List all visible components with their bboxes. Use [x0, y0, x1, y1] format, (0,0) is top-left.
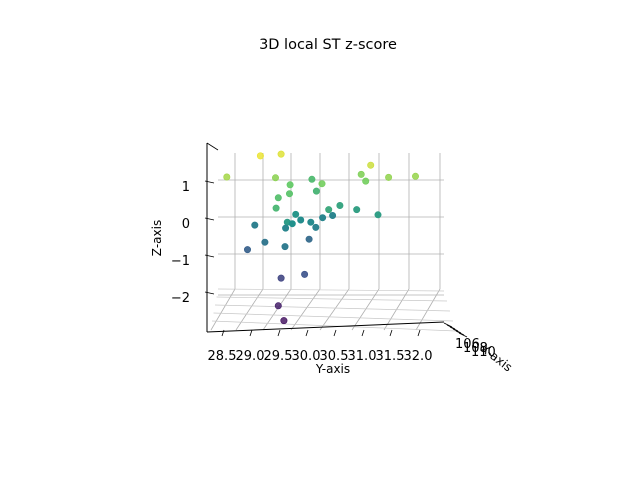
data-point — [280, 317, 288, 325]
data-point — [362, 177, 370, 185]
x-tick-mark — [452, 328, 462, 334]
y-tick-label: 29.5 — [264, 349, 293, 364]
y-tick-mark — [305, 329, 309, 337]
data-point — [301, 270, 309, 278]
z-tick-label: −1 — [171, 254, 190, 269]
z-tick-label: 0 — [182, 217, 190, 232]
data-point — [277, 274, 285, 282]
scatter-points — [223, 150, 419, 325]
x-tick-mark — [455, 330, 465, 336]
x-tick-mark — [443, 322, 453, 328]
data-point — [274, 302, 282, 310]
data-point — [286, 181, 294, 189]
y-tick-mark — [333, 329, 337, 337]
y-tick-label: 32.0 — [404, 349, 433, 364]
data-point — [251, 221, 259, 229]
y-tick-label: 30.5 — [320, 349, 349, 364]
data-point — [277, 150, 285, 158]
data-point — [292, 210, 300, 218]
axis-frame — [206, 142, 445, 333]
data-point — [272, 204, 280, 212]
z-axis-label: Z-axis — [150, 220, 164, 256]
data-point — [307, 218, 315, 226]
data-point — [312, 187, 320, 195]
x-tick-mark — [458, 332, 468, 338]
y-tick-mark — [417, 329, 421, 337]
data-point — [274, 194, 282, 202]
data-point — [325, 206, 333, 214]
z-tick-mark — [204, 217, 215, 221]
x-tick-label: 110 — [471, 345, 496, 360]
x-tick-label: 108 — [463, 341, 488, 356]
data-point — [329, 212, 337, 220]
x-tick-mark — [449, 326, 459, 332]
y-tick-mark — [249, 329, 253, 337]
data-point — [244, 246, 252, 254]
x-tick-label: 106 — [455, 337, 480, 352]
data-point — [353, 206, 361, 214]
data-point — [271, 174, 279, 182]
z-tick-label: 1 — [182, 180, 190, 195]
data-point — [374, 211, 382, 219]
data-point — [261, 238, 269, 246]
z-tick-mark — [204, 291, 215, 295]
y-tick-mark — [389, 329, 393, 337]
y-axis-ticks: 28.5 29.0 29.5 30.0 30.5 31.0 31.5 32.0 — [208, 329, 433, 364]
y-tick-label: 29.0 — [236, 349, 265, 364]
data-point — [336, 202, 344, 210]
data-point — [288, 220, 296, 228]
data-point — [281, 243, 289, 251]
y-tick-label: 28.5 — [208, 349, 237, 364]
chart-title: 3D local ST z-score — [259, 37, 397, 53]
y-tick-mark — [221, 329, 225, 337]
data-point — [318, 180, 326, 188]
data-point — [297, 216, 305, 224]
data-point — [367, 161, 375, 169]
data-point — [223, 173, 231, 181]
z-tick-mark — [204, 180, 215, 184]
y-tick-mark — [361, 329, 365, 337]
y-tick-label: 31.0 — [348, 349, 377, 364]
data-point — [285, 190, 293, 198]
y-axis-label: Y-axis — [315, 362, 350, 376]
data-point — [305, 235, 313, 243]
y-tick-label: 31.5 — [376, 349, 405, 364]
y-tick-mark — [277, 329, 281, 337]
z-axis-ticks: 1 0 −1 −2 — [171, 180, 215, 306]
data-point — [357, 170, 365, 178]
data-point — [385, 173, 393, 181]
x-tick-mark — [446, 324, 456, 330]
data-point — [319, 214, 327, 222]
z-tick-mark — [204, 254, 215, 258]
data-point — [308, 175, 316, 183]
data-point — [411, 172, 419, 180]
data-point — [256, 152, 264, 160]
data-point — [282, 224, 290, 232]
data-point — [312, 223, 320, 231]
y-tick-label: 30.0 — [292, 349, 321, 364]
z-tick-label: −2 — [171, 291, 190, 306]
